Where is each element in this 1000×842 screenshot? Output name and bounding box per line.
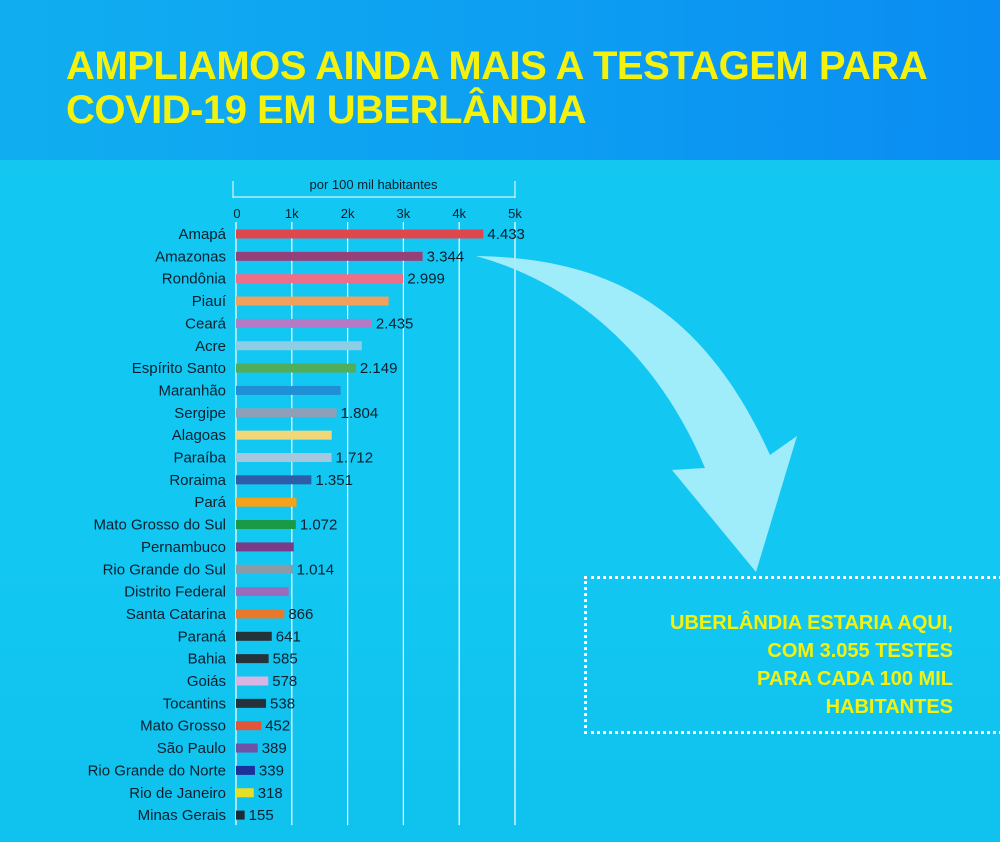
bar — [236, 564, 293, 574]
category-label: Rio Grande do Norte — [88, 762, 226, 779]
bar — [236, 296, 389, 306]
category-label: Roraima — [169, 472, 226, 489]
category-label: Paraíba — [173, 450, 226, 467]
value-label: 2.435 — [376, 315, 414, 332]
value-label: 389 — [262, 740, 287, 757]
headline: AMPLIAMOS AINDA MAIS A TESTAGEM PARA COV… — [66, 44, 926, 132]
value-label: 1.014 — [297, 561, 335, 578]
bar — [236, 698, 267, 708]
value-label: 2.999 — [407, 271, 445, 288]
category-label: Acre — [195, 338, 226, 355]
bar — [236, 453, 332, 462]
bar — [236, 520, 296, 530]
category-label: Tocantins — [163, 695, 226, 712]
category-label: Ceará — [185, 315, 227, 332]
bar — [236, 542, 294, 552]
bar — [236, 363, 356, 373]
bar — [236, 318, 372, 328]
value-label: 641 — [276, 628, 301, 645]
bar — [236, 341, 362, 351]
category-label: São Paulo — [157, 740, 226, 757]
bar — [236, 676, 269, 686]
bar — [236, 587, 289, 597]
value-label: 1.712 — [336, 450, 374, 467]
category-label: Alagoas — [172, 427, 226, 444]
bar — [236, 654, 269, 664]
category-label: Espírito Santo — [132, 360, 226, 377]
category-label: Santa Catarina — [126, 606, 227, 623]
value-label: 578 — [272, 673, 297, 690]
bar — [236, 497, 297, 507]
category-label: Paraná — [178, 628, 227, 645]
bar — [236, 385, 341, 395]
category-label: Goiás — [187, 673, 226, 690]
value-label: 318 — [258, 785, 283, 802]
unit-label: por 100 mil habitantes — [310, 177, 438, 192]
callout-text: UBERLÂNDIA ESTARIA AQUI, COM 3.055 TESTE… — [670, 612, 953, 718]
curved-arrow-shape — [476, 256, 797, 572]
value-label: 4.433 — [487, 226, 525, 243]
callout-box: UBERLÂNDIA ESTARIA AQUI, COM 3.055 TESTE… — [584, 576, 1000, 734]
value-label: 155 — [249, 807, 274, 824]
value-label: 538 — [270, 695, 295, 712]
category-label: Pará — [194, 494, 226, 511]
bar — [236, 251, 423, 261]
value-label: 2.149 — [360, 360, 398, 377]
value-label: 3.344 — [427, 248, 465, 265]
bar — [236, 631, 272, 641]
bar — [236, 788, 254, 798]
category-label: Amazonas — [155, 248, 226, 265]
bar — [236, 810, 245, 820]
value-label: 585 — [273, 651, 298, 668]
category-label: Distrito Federal — [124, 584, 226, 601]
header-banner: AMPLIAMOS AINDA MAIS A TESTAGEM PARA COV… — [0, 0, 1000, 160]
category-label: Mato Grosso do Sul — [93, 517, 226, 534]
bar — [236, 229, 484, 239]
bar — [236, 274, 404, 284]
bar — [236, 475, 312, 485]
category-label: Maranhão — [158, 382, 226, 399]
value-label: 339 — [259, 762, 284, 779]
tick-label: 1k — [285, 206, 299, 221]
value-label: 1.072 — [300, 517, 338, 534]
value-label: 452 — [265, 718, 290, 735]
value-label: 1.804 — [341, 405, 379, 422]
category-label: Bahia — [188, 651, 227, 668]
bar — [236, 609, 285, 619]
category-label: Rio de Janeiro — [129, 785, 226, 802]
arrow-graphic — [476, 256, 797, 572]
category-label: Mato Grosso — [140, 718, 226, 735]
value-label: 866 — [288, 606, 313, 623]
bar — [236, 408, 337, 418]
category-label: Minas Gerais — [138, 807, 226, 824]
value-label: 1.351 — [315, 472, 353, 489]
tick-label: 0 — [233, 206, 240, 221]
category-label: Pernambuco — [141, 539, 226, 556]
category-label: Rio Grande do Sul — [103, 561, 226, 578]
tick-label: 2k — [341, 206, 355, 221]
bar — [236, 721, 262, 731]
bar — [236, 430, 332, 440]
tick-label: 4k — [452, 206, 466, 221]
category-label: Rondônia — [162, 271, 227, 288]
category-label: Piauí — [192, 293, 227, 310]
bar — [236, 743, 258, 753]
tick-label: 5k — [508, 206, 522, 221]
bar-chart: por 100 mil habitantes 0 1k 2k 3k 4k 5k Amapá 4.… — [88, 177, 525, 826]
category-label: Sergipe — [174, 405, 226, 422]
bar — [236, 765, 255, 775]
category-label: Amapá — [178, 226, 226, 243]
tick-label: 3k — [397, 206, 411, 221]
